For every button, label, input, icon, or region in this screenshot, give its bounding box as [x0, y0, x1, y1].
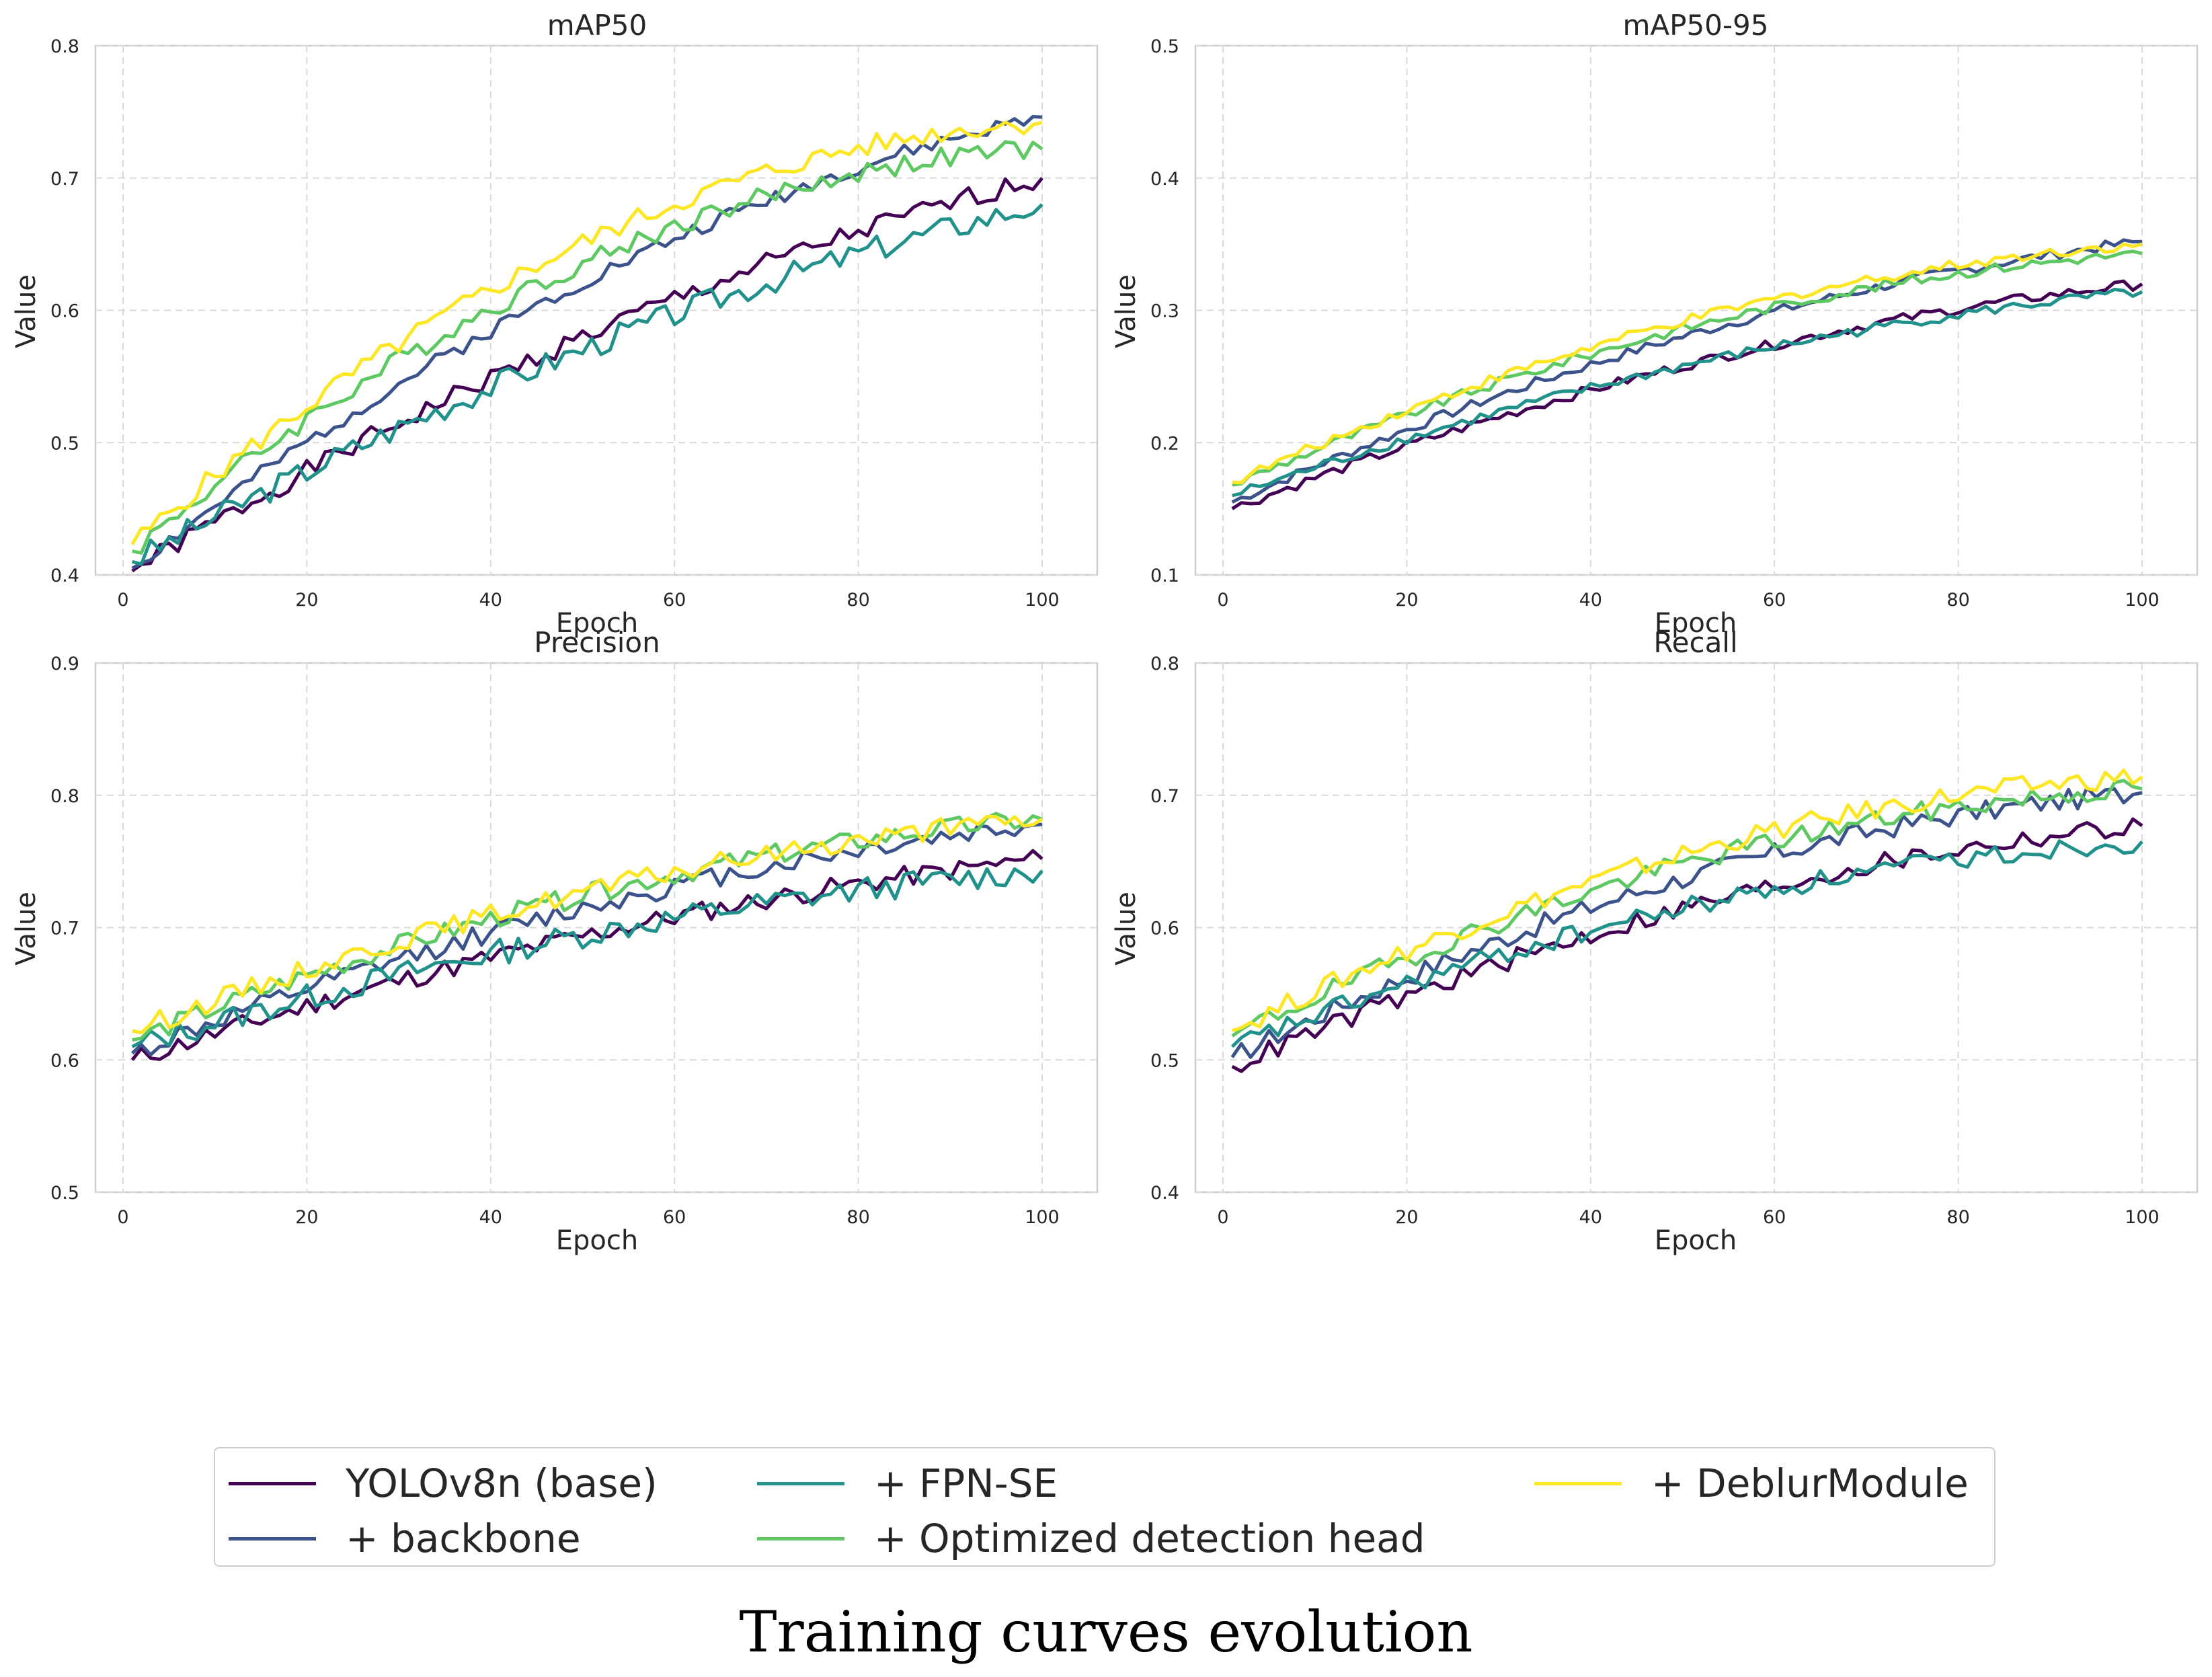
y-tick-label: 0.8 [50, 786, 79, 807]
y-tick-label: 0.5 [1150, 1050, 1179, 1071]
series-line-5 [1232, 242, 2143, 485]
y-tick-label: 0.5 [1150, 36, 1179, 57]
x-tick-label: 80 [846, 590, 869, 611]
y-tick-label: 0.4 [1150, 1183, 1179, 1204]
series-line-2 [1230, 786, 2143, 1059]
legend-label: + FPN-SE [874, 1460, 1058, 1506]
y-axis-label: Value [1111, 274, 1142, 348]
y-tick-label: 0.5 [50, 433, 79, 454]
x-tick-label: 0 [1217, 590, 1228, 611]
x-tick-label: 20 [295, 1207, 318, 1228]
legend-label: + DeblurModule [1651, 1460, 1969, 1506]
series-line-1 [1231, 279, 2143, 510]
x-tick-label: 80 [846, 1207, 869, 1228]
y-axis-label: Value [11, 892, 42, 966]
y-tick-label: 0.7 [50, 169, 79, 190]
x-tick-label: 60 [663, 590, 686, 611]
y-tick-label: 0.3 [1150, 301, 1179, 322]
legend-item: + backbone [229, 1516, 581, 1561]
x-tick-label: 100 [1025, 590, 1060, 611]
y-axis-label: Value [11, 274, 42, 348]
x-tick-label: 40 [1579, 1207, 1602, 1228]
y-tick-label: 0.8 [50, 36, 79, 57]
legend-item: YOLOv8n (base) [229, 1460, 658, 1506]
y-tick-label: 0.5 [50, 1183, 79, 1204]
y-tick-label: 0.6 [50, 301, 79, 322]
series-line-3 [132, 203, 1043, 566]
x-tick-label: 20 [295, 590, 318, 611]
x-tick-label: 20 [1395, 1207, 1418, 1228]
series-line-2 [130, 822, 1043, 1057]
x-axis-label: Epoch [1655, 608, 1737, 639]
series-line-3 [131, 867, 1043, 1048]
y-axis-label: Value [1111, 892, 1142, 966]
y-tick-label: 0.6 [1150, 919, 1179, 939]
x-tick-label: 40 [479, 590, 502, 611]
legend: YOLOv8n (base) + backbone + FPN-SE + Opt… [214, 1447, 1996, 1567]
panel-title: mAP50-95 [1622, 9, 1768, 42]
x-tick-label: 0 [117, 1207, 128, 1228]
legend-swatch [229, 1536, 316, 1540]
series-line-5 [130, 120, 1043, 545]
panel-precision: Precision Epoch Value 0 20 40 60 80 100 0.5 0.6… [11, 626, 1099, 1256]
series-line-1 [131, 177, 1043, 573]
legend-item: + DeblurModule [1534, 1460, 1969, 1506]
y-tick-label: 0.7 [1150, 786, 1179, 807]
x-axis-label: Epoch [1655, 1225, 1737, 1256]
x-tick-label: 40 [479, 1207, 502, 1228]
x-tick-label: 60 [1763, 1207, 1786, 1228]
panel-title: Precision [534, 626, 660, 659]
series-line-3 [1232, 287, 2143, 498]
y-tick-label: 0.7 [50, 919, 79, 939]
x-axis-label: Epoch [556, 608, 638, 639]
x-tick-label: 100 [2125, 590, 2160, 611]
x-tick-label: 80 [1946, 590, 1969, 611]
y-tick-label: 0.2 [1150, 433, 1179, 454]
legend-label: + Optimized detection head [874, 1516, 1425, 1561]
legend-swatch [757, 1481, 844, 1485]
x-tick-label: 0 [117, 590, 128, 611]
y-tick-label: 0.1 [1150, 566, 1179, 586]
x-tick-label: 40 [1579, 590, 1602, 611]
legend-swatch [1534, 1481, 1622, 1485]
legend-item: + FPN-SE [757, 1460, 1058, 1506]
legend-item: + Optimized detection head [757, 1516, 1425, 1561]
y-tick-label: 0.6 [50, 1050, 79, 1071]
x-tick-label: 80 [1946, 1207, 1969, 1228]
series-line-3 [1230, 839, 2143, 1048]
series-line-1 [130, 849, 1043, 1061]
panel-map50-95: mAP50-95 Epoch Value 0 20 40 60 80 100 0.1 0.2 0… [1111, 9, 2199, 639]
panel-map50: mAP50 Epoch Value 0 20 40 60 80 100 0.4 0.5 0.6 0… [11, 9, 1099, 639]
x-tick-label: 20 [1395, 590, 1418, 611]
x-tick-label: 0 [1217, 1207, 1228, 1228]
legend-label: + backbone [346, 1516, 581, 1561]
panel-title: mAP50 [547, 9, 647, 42]
x-tick-label: 60 [1763, 590, 1786, 611]
x-tick-label: 100 [2125, 1207, 2160, 1228]
panel-title: Recall [1653, 626, 1737, 659]
series-line-5 [132, 814, 1043, 1035]
x-axis-label: Epoch [556, 1225, 638, 1256]
legend-swatch [757, 1536, 844, 1540]
figure-caption: Training curves evolution [739, 1599, 1473, 1665]
y-tick-label: 0.8 [1150, 654, 1179, 674]
x-tick-label: 60 [663, 1207, 686, 1228]
series-line-4 [132, 140, 1043, 555]
legend-label: YOLOv8n (base) [346, 1460, 658, 1506]
legend-swatch [229, 1481, 316, 1485]
y-tick-label: 0.4 [1150, 169, 1179, 190]
y-tick-label: 0.9 [50, 654, 79, 674]
series-line-2 [131, 115, 1043, 570]
x-tick-label: 100 [1025, 1207, 1060, 1228]
series-line-5 [1231, 768, 2143, 1033]
y-tick-label: 0.4 [50, 566, 79, 586]
panel-recall: Recall Epoch Value 0 20 40 60 80 100 0.4 0.5 0.6… [1111, 626, 2199, 1256]
